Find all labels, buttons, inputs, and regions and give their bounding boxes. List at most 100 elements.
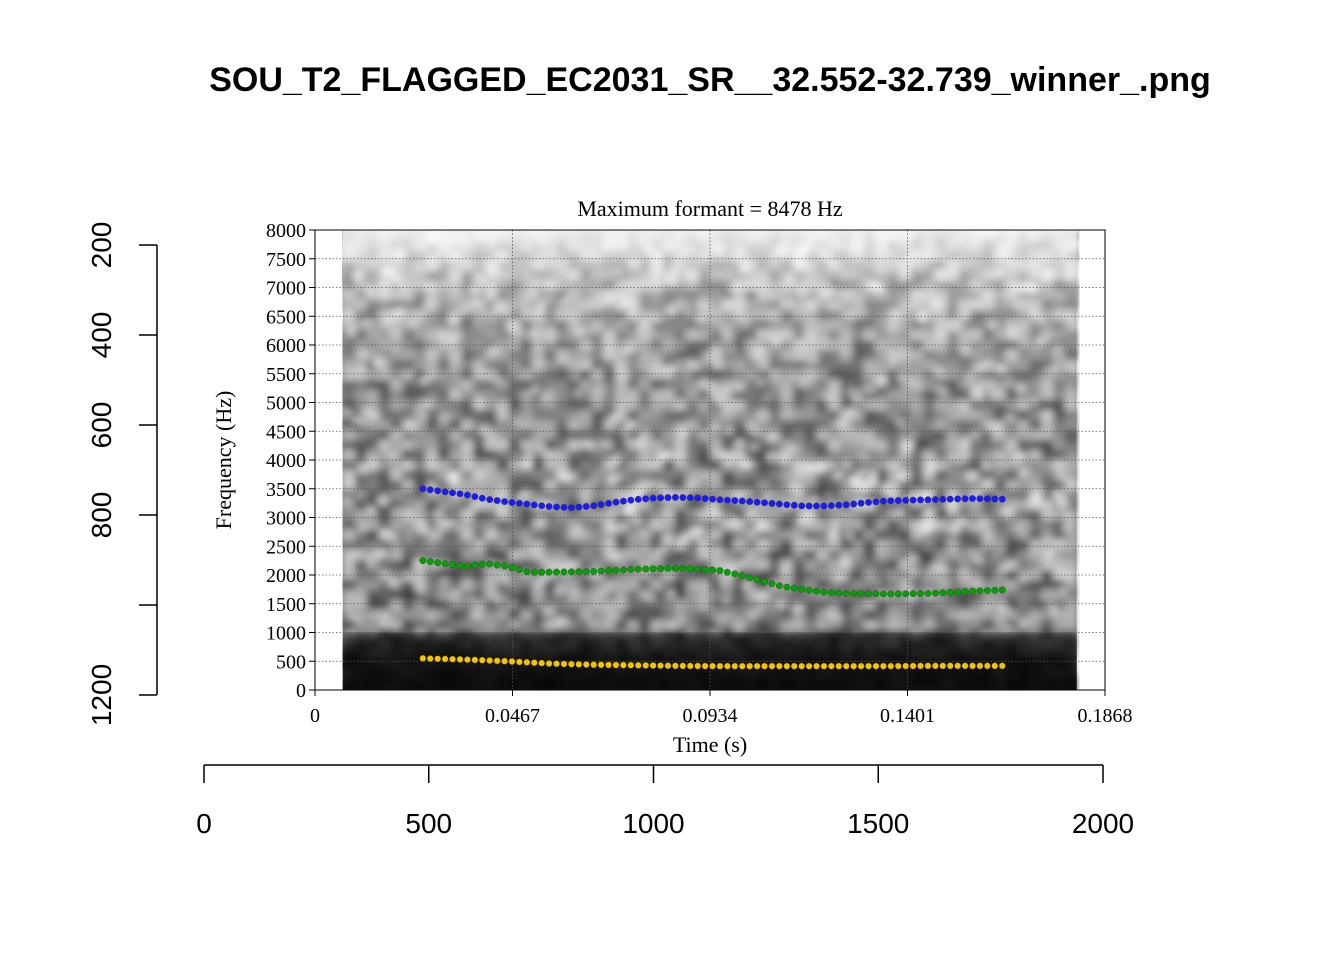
formant-point (983, 662, 991, 670)
formant-point (917, 590, 924, 597)
inner-x-tick-label: 0.0467 (485, 705, 540, 727)
formant-point (954, 495, 962, 503)
formant-point (419, 485, 427, 493)
formant-point (694, 494, 702, 502)
formant-point (679, 565, 687, 572)
formant-series-3 (419, 485, 1006, 512)
formant-point (969, 662, 976, 670)
inner-y-tick-label: 2000 (266, 565, 306, 587)
outer-y-tick-label: 1200 (86, 664, 117, 726)
formant-point (538, 659, 546, 667)
inner-x-tick-label: 0 (310, 705, 320, 727)
formant-point (568, 568, 575, 576)
formant-point (887, 662, 895, 670)
formant-point (426, 655, 434, 662)
formant-point (954, 662, 962, 670)
formant-point (694, 565, 702, 573)
formant-point (827, 589, 835, 597)
formant-point (449, 655, 456, 663)
formant-point (872, 662, 880, 670)
formant-point (649, 662, 657, 669)
formant-point (464, 491, 471, 499)
formant-point (686, 494, 694, 502)
formant-point (523, 500, 531, 508)
inner-y-axis: 0 500 1000 1500 2000 2500 3000 3500 4000 4500 5000… (266, 220, 315, 702)
spectrogram-shading (342, 230, 1077, 690)
formant-point (820, 662, 828, 670)
formant-point (456, 655, 464, 663)
formant-point (634, 661, 642, 669)
formant-point (516, 566, 523, 574)
formant-point (931, 589, 939, 597)
inner-y-tick-label: 4500 (266, 421, 306, 443)
formant-point (813, 587, 820, 595)
formant-point (568, 660, 575, 668)
formant-point (761, 499, 768, 507)
formant-point (597, 501, 605, 508)
formant-point (701, 495, 709, 502)
inner-y-tick-label: 5500 (266, 364, 306, 386)
formant-point (464, 562, 471, 570)
formant-point (582, 661, 590, 668)
formant-point (805, 662, 813, 670)
formant-point (902, 662, 910, 670)
formant-point (501, 498, 508, 505)
formant-point (649, 494, 657, 502)
formant-point (909, 496, 917, 504)
formant-point (857, 499, 865, 507)
formant-point (827, 502, 835, 510)
formant-point (597, 661, 605, 669)
inner-y-tick-label: 4000 (266, 450, 306, 472)
formant-point (575, 660, 583, 668)
formant-point (976, 587, 984, 595)
formant-point (620, 566, 627, 574)
formant-point (627, 566, 635, 573)
formant-point (620, 661, 627, 669)
formant-point (761, 662, 768, 670)
formant-point (865, 590, 872, 598)
formant-point (523, 568, 531, 576)
formant-point (768, 580, 776, 588)
formant-point (664, 564, 672, 572)
formant-point (857, 662, 865, 670)
formant-point (679, 662, 687, 670)
formant-point (597, 567, 605, 575)
formant-point (961, 588, 969, 595)
formant-point (827, 662, 835, 670)
formant-point (894, 497, 902, 504)
formant-point (530, 501, 538, 509)
formant-point (553, 503, 560, 511)
outer-x-tick-label: 1500 (847, 808, 909, 839)
inner-y-tick-label: 1000 (266, 623, 306, 645)
formant-point (894, 662, 902, 670)
formant-point (553, 568, 560, 576)
formant-point (471, 656, 479, 664)
formant-point (634, 495, 642, 503)
formant-point (679, 494, 687, 501)
formant-point (835, 589, 843, 597)
formant-point (441, 488, 449, 496)
formant-point (478, 494, 486, 502)
formant-point (820, 588, 828, 596)
formant-point (835, 501, 843, 509)
formant-point (649, 565, 657, 573)
formant-point (969, 495, 976, 502)
formant-point (493, 561, 501, 569)
inner-x-tick-label: 0.1401 (880, 705, 935, 727)
formant-point (902, 590, 910, 598)
formant-point (486, 657, 494, 664)
formant-point (798, 585, 806, 593)
formant-point (434, 655, 442, 663)
formant-point (456, 490, 464, 498)
formant-point (946, 662, 954, 670)
formant-point (634, 565, 642, 573)
formant-point (805, 502, 813, 510)
outer-axes: 0 500 1000 1500 2000 200 400 600 800 1200 (86, 222, 1134, 839)
formant-point (493, 657, 501, 665)
formant-point (486, 496, 494, 503)
formant-series-1 (419, 654, 1006, 670)
formant-point (671, 564, 679, 572)
formant-point (701, 566, 709, 574)
formant-point (753, 662, 761, 670)
formant-point (471, 493, 479, 501)
